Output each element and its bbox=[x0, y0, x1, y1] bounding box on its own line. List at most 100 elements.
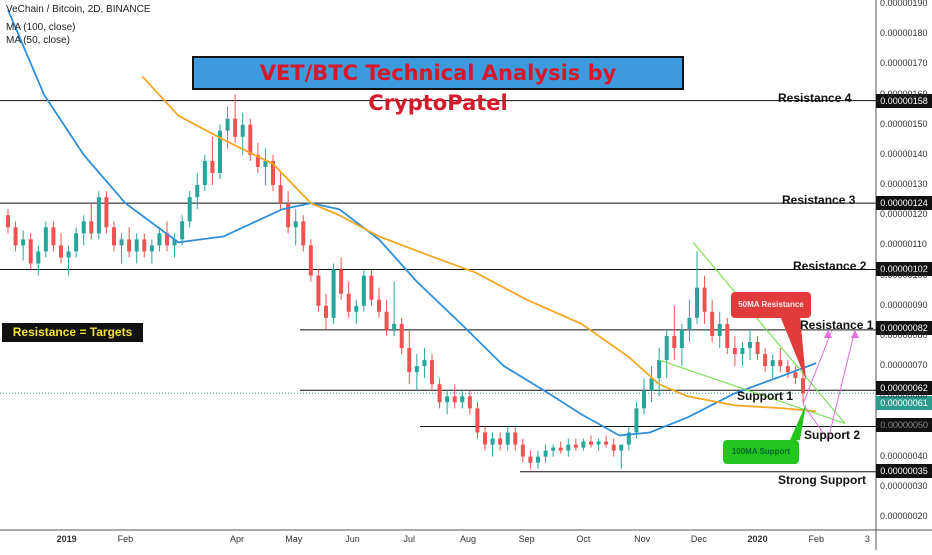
candle-body bbox=[642, 390, 646, 409]
candle-body bbox=[763, 354, 768, 367]
candle-body bbox=[21, 239, 26, 246]
candle-body bbox=[558, 447, 563, 451]
arrow-head bbox=[824, 330, 832, 338]
candle-body bbox=[324, 305, 328, 318]
candle-body bbox=[460, 396, 465, 403]
candle-body bbox=[414, 366, 419, 373]
candle-body bbox=[490, 438, 495, 445]
level-label-resistance-1: Resistance 1 bbox=[800, 318, 874, 332]
candle-body bbox=[513, 432, 518, 445]
y-tick-label: 0.00000030 bbox=[880, 480, 928, 491]
candle-body bbox=[785, 366, 790, 373]
candle-body bbox=[278, 185, 283, 204]
candle-body bbox=[165, 233, 169, 246]
candle-body bbox=[331, 269, 336, 318]
candle-body bbox=[142, 239, 147, 252]
candle-body bbox=[551, 447, 556, 451]
candle-body bbox=[301, 221, 306, 246]
candle-body bbox=[66, 251, 71, 258]
candle-body bbox=[664, 335, 669, 361]
y-tick-label: 0.00000040 bbox=[880, 450, 928, 461]
candle-body bbox=[149, 245, 154, 252]
level-label-support-2: Support 2 bbox=[804, 428, 860, 442]
x-tick-label: May bbox=[285, 534, 303, 544]
level-label-resistance-4: Resistance 4 bbox=[778, 91, 852, 105]
candle-body bbox=[695, 287, 699, 318]
price-tag-50: 0.00000050 bbox=[876, 418, 932, 432]
candle-body bbox=[6, 215, 10, 228]
projection-path bbox=[802, 329, 833, 405]
candle-body bbox=[172, 239, 177, 246]
candle-body bbox=[233, 118, 238, 137]
x-tick-label: Oct bbox=[576, 534, 591, 544]
candle-body bbox=[316, 275, 321, 306]
candle-body bbox=[346, 293, 351, 312]
candle-body bbox=[377, 299, 381, 312]
candle-body bbox=[96, 197, 101, 234]
candle-body bbox=[498, 438, 503, 445]
candle-body bbox=[28, 239, 33, 264]
candle-body bbox=[112, 227, 116, 246]
candle-body bbox=[687, 317, 692, 330]
candle-body bbox=[528, 456, 533, 463]
price-tag-82: 0.00000082 bbox=[876, 321, 932, 335]
price-tag-102: 0.00000102 bbox=[876, 262, 932, 276]
candle-body bbox=[657, 360, 662, 379]
ma50-line bbox=[141, 75, 817, 413]
candle-body bbox=[43, 227, 48, 252]
candle-body bbox=[452, 396, 457, 403]
candle-body bbox=[536, 456, 540, 463]
ma50-legend-label: MA (50, close) bbox=[6, 35, 70, 46]
candle-body bbox=[293, 221, 298, 228]
candle-body bbox=[596, 441, 601, 445]
resistance-targets-note: Resistance = Targets bbox=[2, 323, 143, 342]
y-tick-label: 0.00000080 bbox=[880, 329, 928, 340]
candle-body bbox=[581, 441, 586, 448]
candle-body bbox=[679, 329, 684, 349]
y-tick-label: 0.00000160 bbox=[880, 88, 928, 99]
y-tick-label: 0.00000100 bbox=[880, 269, 928, 280]
candle-body bbox=[134, 239, 139, 252]
candle-body bbox=[573, 444, 578, 448]
y-tick-label: 0.00000130 bbox=[880, 179, 928, 190]
candle-body bbox=[248, 124, 253, 155]
x-tick-label: Apr bbox=[230, 534, 245, 544]
downtrend-line bbox=[692, 242, 846, 424]
ma100-line bbox=[7, 9, 817, 437]
price-tag-35: 0.00000035 bbox=[876, 464, 932, 478]
candle-body bbox=[801, 378, 805, 394]
candle-body bbox=[748, 341, 752, 349]
candle-body bbox=[59, 245, 63, 258]
candle-body bbox=[384, 311, 389, 330]
candle-body bbox=[793, 372, 798, 379]
candle-body bbox=[672, 335, 677, 349]
level-label-support-1: Support 1 bbox=[737, 389, 793, 403]
x-tick-label: 3 bbox=[864, 534, 870, 544]
candle-body bbox=[286, 203, 291, 228]
projection-path bbox=[802, 329, 856, 442]
y-tick-label: 0.00000120 bbox=[880, 209, 928, 220]
candle-body bbox=[218, 130, 222, 173]
candle-body bbox=[467, 396, 472, 409]
candle-body bbox=[210, 160, 215, 173]
callout-pointer bbox=[780, 316, 806, 380]
candle-body bbox=[119, 239, 124, 246]
candle-body bbox=[740, 348, 745, 355]
y-tick-label: 0.00000190 bbox=[880, 0, 928, 8]
x-tick-label: Dec bbox=[690, 534, 707, 544]
candle-body bbox=[430, 360, 434, 385]
candle-body bbox=[702, 287, 707, 312]
candle-body bbox=[127, 239, 132, 252]
candle-body bbox=[626, 432, 631, 445]
candle-body bbox=[710, 311, 715, 336]
x-tick-label: Feb bbox=[808, 534, 825, 544]
candle-body bbox=[339, 269, 344, 294]
chart-title-banner: VET/BTC Technical Analysis by CryptoPate… bbox=[192, 56, 684, 115]
support-trendline bbox=[658, 359, 846, 425]
candle-body bbox=[778, 360, 783, 367]
candle-body bbox=[604, 441, 609, 445]
y-tick-label: 0.00000140 bbox=[880, 148, 928, 159]
candle-body bbox=[543, 450, 548, 457]
candle-body bbox=[225, 118, 230, 131]
candle-body bbox=[13, 227, 18, 246]
